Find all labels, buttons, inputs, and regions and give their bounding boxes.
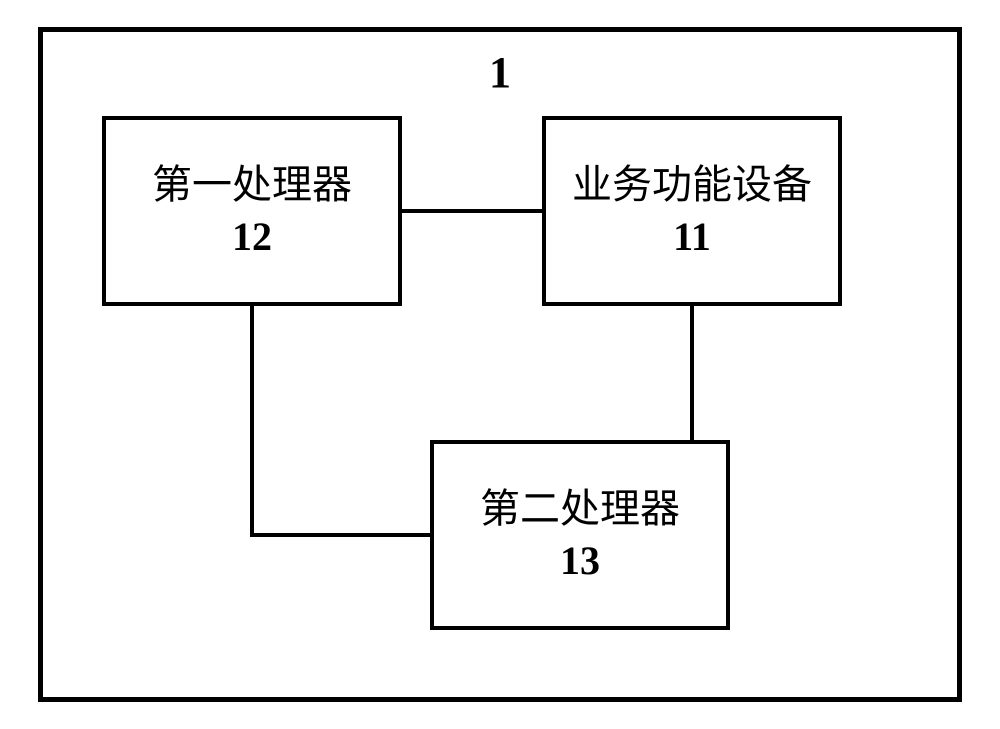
node-business-function-device: 业务功能设备 11 — [542, 116, 842, 306]
edge-n11-n13 — [690, 306, 694, 440]
edge-n12-n13-seg2 — [250, 533, 430, 537]
edge-n12-n11 — [402, 209, 542, 213]
diagram-title: 1 — [462, 48, 538, 98]
edge-n12-n13-seg1 — [250, 306, 254, 533]
node-first-processor: 第一处理器 12 — [102, 116, 402, 306]
diagram-stage: 1 第一处理器 12 业务功能设备 11 第二处理器 13 — [0, 0, 1000, 729]
node-label: 业务功能设备 — [572, 162, 812, 208]
node-label: 第一处理器 — [152, 162, 352, 208]
node-number: 13 — [560, 538, 600, 584]
node-number: 11 — [673, 214, 711, 260]
node-number: 12 — [232, 214, 272, 260]
node-second-processor: 第二处理器 13 — [430, 440, 730, 630]
node-label: 第二处理器 — [480, 486, 680, 532]
